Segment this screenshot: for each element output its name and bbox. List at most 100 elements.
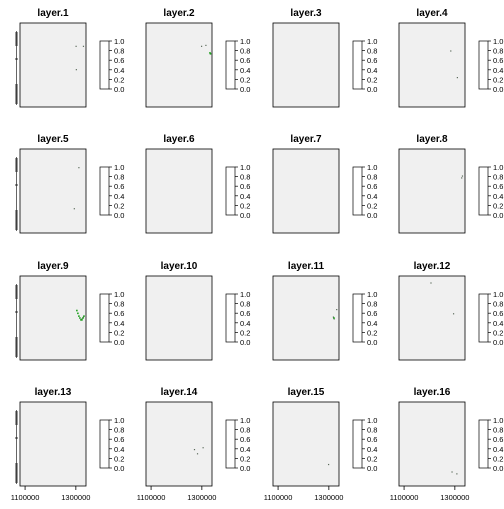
colorkey-tick-label: 1.0: [240, 163, 250, 172]
colorkey-tick-label: 0.2: [114, 75, 124, 84]
panel-title: layer.9: [37, 261, 69, 272]
colorkey-tick-label: 0.0: [367, 211, 377, 220]
colorkey-tick-label: 0.6: [240, 435, 250, 444]
panel-plot-area: [19, 148, 87, 234]
data-point-high: [209, 53, 212, 55]
colorkey-tick-label: 0.2: [367, 75, 377, 84]
colorkey-tick-label: 0.2: [493, 75, 503, 84]
data-point: [461, 177, 463, 179]
colorkey-tick-label: 0.0: [114, 211, 124, 220]
panel-title: layer.2: [163, 8, 195, 19]
panel-plot-area: [272, 275, 340, 361]
colorkey-bar: [478, 293, 489, 343]
colorkey-tick-label: 0.8: [493, 300, 503, 309]
data-point-high: [209, 52, 211, 54]
data-point: [81, 318, 83, 320]
colorkey-bar: [225, 293, 236, 343]
colorkey-bar: [225, 166, 236, 216]
panel-plot-area: [272, 401, 340, 487]
colorkey-tick-label: 0.0: [493, 85, 503, 94]
colorkey-tick-label: 0.0: [493, 464, 503, 473]
panel-plot-area: [19, 275, 87, 361]
colorkey-bar: [352, 293, 363, 343]
colorkey-tick-label: 1.0: [493, 416, 503, 425]
panel-plot-area: [272, 148, 340, 234]
panel-14: layer.14 0.00.20.40.60.81.0 1100000 1300000: [137, 387, 251, 502]
panel-plot-area: [145, 401, 213, 487]
data-point: [332, 316, 335, 318]
colorkey-bar: [352, 40, 363, 90]
colorkey-bar: [478, 40, 489, 90]
panel-title: layer.14: [161, 387, 198, 398]
data-point-high: [78, 315, 80, 317]
colorkey-tick-label: 0.4: [114, 319, 124, 328]
data-point: [75, 69, 77, 71]
colorkey-bar: [352, 166, 363, 216]
colorkey-tick-label: 0.6: [240, 309, 250, 318]
colorkey-tick-label: 1.0: [240, 290, 250, 299]
panel-plot-area: [145, 148, 213, 234]
panel-title: layer.11: [288, 261, 325, 272]
colorkey-tick-label: 0.6: [493, 56, 503, 65]
colorkey-tick-label: 0.6: [493, 309, 503, 318]
colorkey-tick-label: 0.4: [367, 445, 377, 454]
colorkey-tick-label: 0.0: [367, 85, 377, 94]
colorkey-tick-label: 1.0: [367, 163, 377, 172]
colorkey-tick-label: 0.0: [114, 464, 124, 473]
data-point: [456, 77, 458, 79]
data-point: [82, 45, 85, 47]
colorkey-bar: [225, 40, 236, 90]
x-axis-tick-label: 1300000: [440, 493, 469, 502]
colorkey-tick-label: 0.2: [114, 328, 124, 337]
colorkey-tick-label: 0.2: [493, 454, 503, 463]
colorkey-tick-label: 0.8: [367, 426, 377, 435]
colorkey-tick-label: 0.8: [240, 47, 250, 56]
panel-title: layer.4: [416, 8, 448, 19]
colorkey-tick-label: 0.0: [493, 338, 503, 347]
colorkey-bar: [352, 419, 363, 469]
data-point: [75, 45, 77, 47]
panel-13: layer.13 0.00.20.40.60.81.0 1100000 1300000: [11, 387, 125, 502]
colorkey-tick-label: 0.6: [114, 309, 124, 318]
colorkey-tick-label: 1.0: [367, 416, 377, 425]
colorkey-tick-label: 0.4: [493, 66, 503, 75]
colorkey-tick-label: 0.4: [367, 192, 377, 201]
panel-plot-area: [398, 401, 466, 487]
colorkey-tick-label: 0.2: [114, 454, 124, 463]
colorkey-tick-label: 1.0: [114, 163, 124, 172]
data-point: [451, 471, 453, 473]
colorkey-tick-label: 1.0: [114, 416, 124, 425]
panel-5: layer.5 0.00.20.40.60.81.0: [15, 134, 124, 234]
panel-12: layer.12 0.00.20.40.60.81.0: [398, 261, 503, 361]
panel-title: layer.12: [414, 261, 451, 272]
colorkey-tick-label: 0.2: [367, 454, 377, 463]
colorkey-tick-label: 0.2: [367, 328, 377, 337]
colorkey-tick-label: 0.8: [240, 426, 250, 435]
colorkey-tick-label: 1.0: [240, 37, 250, 46]
colorkey-tick-label: 0.6: [367, 56, 377, 65]
data-point-high: [83, 315, 85, 317]
panel-3: layer.3 0.00.20.40.60.81.0: [272, 8, 377, 108]
colorkey-tick-label: 0.4: [240, 192, 250, 201]
data-point: [333, 318, 335, 320]
panel-plot-area: [272, 22, 340, 108]
data-point: [196, 453, 199, 455]
colorkey-tick-label: 0.8: [367, 47, 377, 56]
colorkey-tick-label: 0.8: [493, 47, 503, 56]
data-point-high: [77, 312, 79, 315]
colorkey-tick-label: 0.6: [240, 182, 250, 191]
colorkey-tick-label: 0.6: [114, 182, 124, 191]
colorkey-tick-label: 0.0: [367, 464, 377, 473]
colorkey-tick-label: 0.8: [493, 173, 503, 182]
x-axis-tick-label: 1100000: [264, 493, 293, 502]
panel-7: layer.7 0.00.20.40.60.81.0: [272, 134, 377, 234]
colorkey-tick-label: 0.8: [367, 173, 377, 182]
panel-plot-area: [398, 148, 466, 234]
colorkey-tick-label: 0.8: [493, 426, 503, 435]
panel-title: layer.7: [290, 134, 322, 145]
colorkey-tick-label: 0.4: [240, 66, 250, 75]
colorkey-tick-label: 0.0: [240, 464, 250, 473]
panel-plot-area: [145, 22, 213, 108]
